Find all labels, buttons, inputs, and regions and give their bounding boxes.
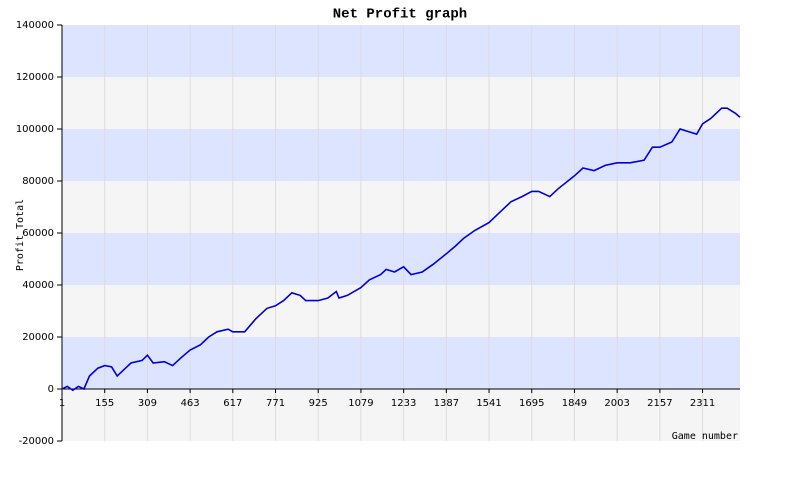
y-tick-label: 120000 [16, 72, 54, 83]
plot-background [61, 25, 740, 441]
y-tick-label: 80000 [22, 176, 54, 187]
stripe [62, 181, 740, 233]
x-tick-label: 617 [223, 398, 242, 409]
y-tick-label: 60000 [22, 228, 54, 239]
x-tick-label: 2311 [690, 398, 715, 409]
stripe [62, 77, 740, 129]
y-tick-label: 20000 [22, 332, 54, 343]
y-tick-label: 100000 [16, 124, 54, 135]
x-tick-label: 309 [138, 398, 157, 409]
x-tick-label: 1233 [391, 398, 416, 409]
stripe [62, 389, 740, 441]
x-tick-label: 1541 [476, 398, 501, 409]
y-tick-label: 40000 [22, 280, 54, 291]
x-tick-label: 2003 [604, 398, 629, 409]
chart-title: Net Profit graph [333, 7, 467, 23]
x-tick-label: 2157 [647, 398, 672, 409]
x-tick-label: 1387 [434, 398, 459, 409]
y-tick-label: 0 [48, 384, 54, 395]
x-axis-label: Game number [672, 431, 738, 442]
x-tick-label: 1695 [519, 398, 544, 409]
x-tick-label: 1079 [348, 398, 373, 409]
stripe [62, 233, 740, 285]
stripe [62, 285, 740, 337]
x-tick-label: 771 [266, 398, 285, 409]
y-tick-label: -20000 [19, 436, 54, 447]
stripe [62, 337, 740, 389]
stripe [62, 129, 740, 181]
stripe [62, 25, 740, 77]
y-tick-label: 140000 [16, 20, 54, 31]
line [61, 107, 741, 392]
x-tick-label: 463 [181, 398, 200, 409]
x-tick-label: 1849 [562, 398, 587, 409]
x-tick-label: 155 [95, 398, 114, 409]
x-tick-label: 925 [309, 398, 328, 409]
y-axis-label: Profit Total [15, 199, 26, 271]
